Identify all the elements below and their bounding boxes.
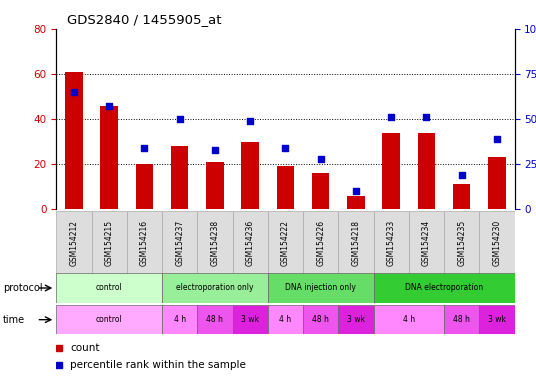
Point — [493, 136, 501, 142]
Bar — [100, 106, 118, 209]
Bar — [268, 273, 374, 303]
Bar — [479, 305, 515, 334]
Point — [281, 145, 289, 151]
Point — [387, 114, 396, 120]
Bar — [162, 273, 268, 303]
Text: GSM154234: GSM154234 — [422, 220, 431, 266]
Bar — [374, 305, 444, 334]
Point — [175, 116, 184, 122]
Text: GSM154215: GSM154215 — [105, 220, 114, 266]
Text: GSM154212: GSM154212 — [69, 220, 78, 266]
Text: control: control — [96, 315, 123, 324]
Text: time: time — [3, 314, 25, 325]
Point — [211, 147, 219, 153]
Text: 3 wk: 3 wk — [241, 315, 259, 324]
Bar — [241, 142, 259, 209]
Bar — [162, 305, 197, 334]
Text: GSM154222: GSM154222 — [281, 220, 290, 266]
Point — [422, 114, 431, 120]
Point — [70, 89, 78, 95]
Bar — [303, 211, 338, 275]
Text: count: count — [70, 343, 100, 353]
Bar — [268, 211, 303, 275]
Text: 3 wk: 3 wk — [488, 315, 506, 324]
Point — [457, 172, 466, 178]
Bar — [444, 305, 479, 334]
Bar — [197, 305, 233, 334]
Point — [105, 103, 114, 109]
Text: GSM154233: GSM154233 — [386, 220, 396, 266]
Text: GSM154218: GSM154218 — [352, 220, 360, 266]
Bar — [479, 211, 515, 275]
Bar — [303, 305, 338, 334]
Point — [246, 118, 255, 124]
Bar — [56, 211, 92, 275]
Text: GSM154226: GSM154226 — [316, 220, 325, 266]
Text: 3 wk: 3 wk — [347, 315, 365, 324]
Bar — [338, 211, 374, 275]
Point — [140, 145, 148, 151]
Text: electroporation only: electroporation only — [176, 283, 254, 293]
Bar — [268, 305, 303, 334]
Bar — [136, 164, 153, 209]
Text: 4 h: 4 h — [174, 315, 186, 324]
Text: DNA injection only: DNA injection only — [285, 283, 356, 293]
Text: protocol: protocol — [3, 283, 42, 293]
Text: GSM154236: GSM154236 — [245, 220, 255, 266]
Text: 48 h: 48 h — [206, 315, 224, 324]
Bar — [374, 273, 515, 303]
Text: GSM154230: GSM154230 — [493, 220, 502, 266]
Bar — [162, 211, 197, 275]
Bar — [127, 211, 162, 275]
Bar — [206, 162, 224, 209]
Bar — [418, 132, 435, 209]
Text: DNA electroporation: DNA electroporation — [405, 283, 483, 293]
Text: GSM154235: GSM154235 — [457, 220, 466, 266]
Bar — [312, 173, 330, 209]
Bar — [197, 211, 233, 275]
Text: GDS2840 / 1455905_at: GDS2840 / 1455905_at — [67, 13, 221, 26]
Bar — [488, 157, 506, 209]
Bar — [56, 305, 162, 334]
Text: percentile rank within the sample: percentile rank within the sample — [70, 360, 246, 370]
Bar — [171, 146, 189, 209]
Bar — [233, 305, 268, 334]
Bar — [56, 273, 162, 303]
Bar — [374, 211, 409, 275]
Bar — [444, 211, 479, 275]
Text: 48 h: 48 h — [312, 315, 329, 324]
Bar — [338, 305, 374, 334]
Bar — [233, 211, 268, 275]
Bar — [382, 132, 400, 209]
Bar — [347, 196, 364, 209]
Bar — [92, 211, 127, 275]
Text: GSM154237: GSM154237 — [175, 220, 184, 266]
Bar — [65, 72, 83, 209]
Text: control: control — [96, 283, 123, 293]
Text: 4 h: 4 h — [403, 315, 415, 324]
Point — [316, 156, 325, 162]
Text: 48 h: 48 h — [453, 315, 470, 324]
Bar — [453, 184, 471, 209]
Text: 4 h: 4 h — [279, 315, 292, 324]
Text: GSM154238: GSM154238 — [211, 220, 219, 266]
Text: GSM154216: GSM154216 — [140, 220, 149, 266]
Bar — [277, 166, 294, 209]
Bar — [409, 211, 444, 275]
Point — [352, 188, 360, 194]
